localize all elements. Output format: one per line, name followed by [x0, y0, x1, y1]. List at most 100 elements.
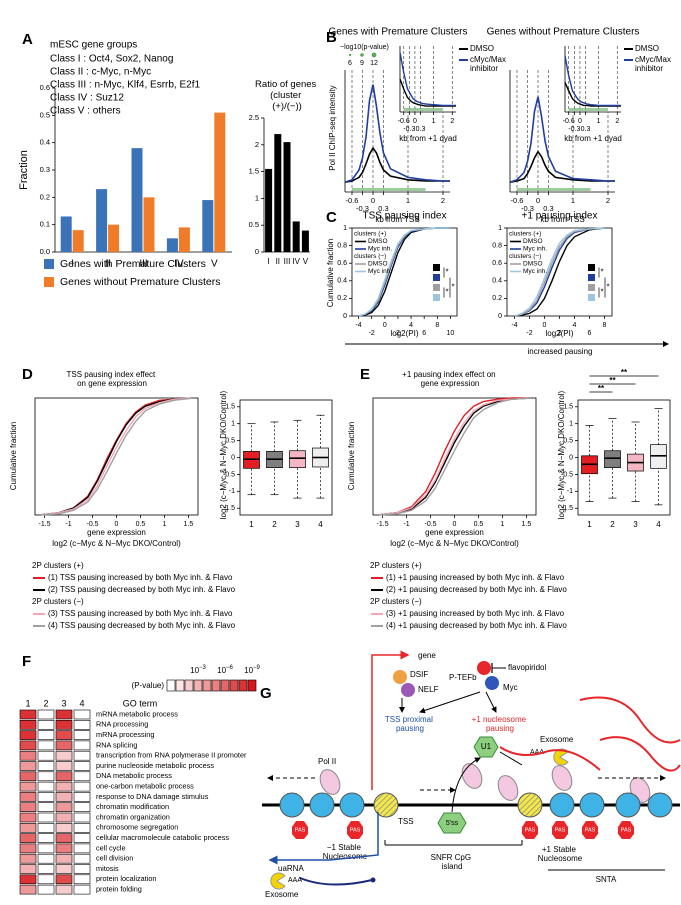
bar	[108, 224, 120, 252]
heatmap-cell	[37, 719, 55, 730]
heatmap-cell	[73, 884, 91, 895]
legend-label: (3) +1 pausing increased by both Myc inh…	[386, 609, 565, 618]
pol-ii	[497, 775, 519, 801]
x-tick-label: -1.5	[377, 521, 389, 528]
p-value-band	[517, 188, 591, 191]
scale-title: (P-value)	[132, 681, 165, 690]
heatmap-cell	[73, 771, 91, 782]
legend-swatch	[588, 284, 595, 291]
heatmap-cell	[19, 874, 37, 885]
bar	[274, 134, 282, 252]
legend-label: Myc inh.	[523, 268, 547, 275]
x-tick-label: -0.3	[521, 204, 534, 213]
p-value-band	[568, 108, 608, 111]
heatmap-cell	[37, 709, 55, 720]
column-label: 4	[79, 698, 84, 708]
y-tick-label: 0.5	[563, 437, 573, 444]
label-line: TSS pausing index effect	[66, 370, 157, 379]
series-line	[39, 397, 194, 516]
y-axis-label: Pol II ChIP-seq intensity	[328, 85, 337, 170]
pas-site	[522, 821, 538, 839]
label-line: cMyc/Max	[635, 55, 673, 64]
x-tick-label: 8	[603, 322, 607, 329]
legend-swatch	[44, 277, 54, 287]
heatmap-cell	[19, 812, 37, 823]
x-tick-label: 3	[633, 520, 638, 529]
y-tick-label: 0.5	[225, 437, 235, 444]
bar	[265, 168, 273, 252]
x-tick-label: 1	[500, 521, 504, 528]
go-term: cellular macromolecule catabolic process	[96, 833, 229, 842]
nucleosome	[647, 792, 673, 818]
chart-title: TSS pausing index	[363, 211, 447, 222]
significance-label: **	[621, 368, 628, 377]
significance-label: *	[446, 288, 449, 297]
series-line	[377, 397, 532, 516]
bar	[292, 221, 300, 252]
y-tick-label: 1.5	[225, 404, 235, 411]
scale-box	[166, 679, 176, 692]
panel-label: D	[22, 366, 33, 383]
x-tick-label: -1	[403, 521, 409, 528]
scale-box	[229, 679, 239, 692]
heatmap-cell	[19, 833, 37, 843]
scale-box	[211, 679, 221, 692]
inset-background	[565, 46, 621, 112]
legend-swatch	[433, 264, 440, 271]
label-line: Ratio of genes	[255, 79, 319, 90]
y-tick-label: 1.5	[563, 404, 573, 411]
heatmap-cell	[37, 802, 55, 813]
x-tick-label: II	[105, 259, 111, 270]
y-tick-label: 2	[255, 140, 259, 149]
heatmap-cell	[55, 833, 73, 843]
heatmap-cell	[37, 843, 55, 854]
x-tick-label: -0.6	[398, 118, 410, 125]
legend-label: DMSO	[523, 261, 543, 268]
legend-swatch	[433, 284, 440, 291]
series-line	[399, 78, 456, 107]
y-tick-label: 0	[343, 313, 347, 320]
heatmap-cell	[55, 781, 73, 792]
x-tick-label: 1	[587, 520, 592, 529]
column-header: GO term	[123, 698, 158, 708]
heatmap-cell	[73, 740, 91, 751]
panel-label: A	[22, 31, 33, 48]
pas-site	[347, 821, 363, 839]
heatmap-cell	[37, 884, 55, 895]
label: +1 nucleosome pausing	[472, 715, 529, 733]
ptefb-subunit	[477, 661, 491, 675]
y-axis-label: log2 (c−Myc & N−Myc DKO/Control)	[219, 390, 228, 519]
x-tick-label: 1.5	[522, 521, 532, 528]
x-tick-label: 2	[615, 118, 619, 125]
nucleosome	[517, 792, 543, 818]
label: Myc	[503, 683, 518, 692]
label-line: inhibitor	[470, 64, 498, 73]
legend-label: Myc inh.	[523, 246, 547, 253]
panel-label: G	[260, 685, 272, 702]
label: TSS proximal pausing	[385, 715, 435, 733]
x-tick-label: 0	[383, 322, 387, 329]
x-tick-label: V	[303, 257, 309, 266]
legend-group: clusters (+)	[354, 231, 386, 238]
uarna-arrow	[268, 812, 379, 865]
y-tick-label: -1.5	[561, 505, 573, 512]
label: Pol II	[318, 757, 336, 766]
x-tick-label: 2	[441, 196, 445, 205]
y-tick-label: 1	[255, 193, 259, 202]
x-tick-label: -2	[526, 330, 532, 337]
x-tick-label: 1	[249, 520, 254, 529]
heatmap-cell	[19, 730, 37, 740]
x-tick-label: 2	[396, 330, 400, 337]
heatmap-cell	[19, 822, 37, 833]
label: SNTA	[596, 875, 617, 884]
x-tick-label: 3	[295, 520, 300, 529]
nucleosome	[549, 792, 575, 818]
pas-site	[582, 821, 598, 839]
legend-group: clusters (−)	[509, 253, 541, 260]
label: AAA	[530, 749, 544, 756]
label-line: pausing	[486, 724, 514, 733]
plot-frame	[351, 227, 458, 317]
label: TSS	[398, 817, 414, 826]
label: DSIF	[410, 670, 428, 679]
legend-label: (2) TSS pausing decreased by both Myc in…	[48, 585, 236, 594]
